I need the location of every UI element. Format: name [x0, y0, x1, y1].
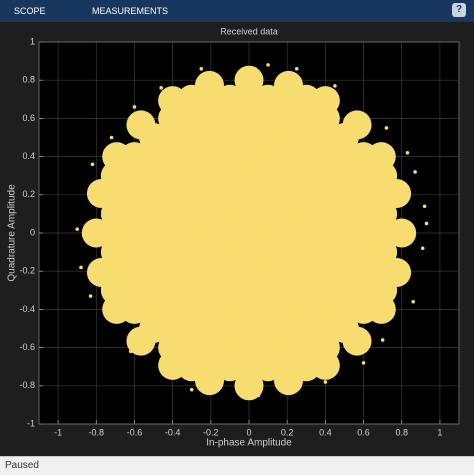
chart: Received data In-phase Amplitude Quadrat… [7, 26, 460, 449]
y-tick-label: 0 [30, 227, 35, 237]
x-tick-label: -0.6 [127, 427, 143, 437]
tab[interactable]: MEASUREMENTS [92, 6, 169, 16]
point [361, 361, 366, 365]
x-tick-label: -0.2 [203, 427, 219, 437]
x-tick-label: -0.8 [89, 427, 105, 437]
help-button[interactable]: ? [452, 3, 466, 17]
x-tick-label: 1 [437, 427, 442, 437]
point [86, 258, 116, 288]
point [126, 110, 156, 140]
point [199, 66, 204, 71]
status-bar: Paused [0, 456, 474, 475]
y-tick-label: -0.4 [19, 304, 35, 314]
y-tick-label: 0.4 [22, 151, 35, 161]
point [411, 299, 415, 304]
point [234, 371, 264, 401]
point [86, 178, 116, 208]
point [102, 294, 132, 324]
point [132, 105, 137, 109]
plot-border [38, 41, 460, 425]
x-tick-label: -1 [54, 427, 62, 437]
point [382, 178, 412, 208]
chart-title: Received data [220, 26, 278, 36]
point [194, 366, 224, 396]
point [158, 350, 188, 380]
points [75, 63, 429, 401]
y-tick-label: -1 [27, 418, 35, 428]
y-tick-label: -0.2 [19, 266, 35, 276]
point [420, 246, 425, 251]
point [194, 70, 224, 100]
point [422, 204, 427, 209]
point [75, 227, 79, 231]
point [90, 162, 95, 167]
point [109, 135, 114, 140]
point [310, 350, 340, 380]
point [387, 218, 417, 248]
point [382, 258, 412, 288]
point [405, 150, 410, 155]
y-tick-label: -0.8 [19, 380, 35, 390]
point [294, 66, 299, 71]
point [79, 265, 83, 270]
x-tick-label: -0.4 [165, 427, 181, 437]
x-axis-label: In-phase Amplitude [206, 438, 292, 449]
point [424, 221, 429, 226]
point [342, 326, 372, 356]
point [159, 86, 163, 90]
point [234, 65, 264, 95]
point [102, 142, 132, 172]
x-tick-label: 0.2 [281, 427, 294, 437]
point [189, 387, 194, 392]
point [274, 366, 304, 396]
point [310, 86, 340, 116]
y-tick-label: 0.8 [22, 75, 35, 85]
point [342, 110, 372, 140]
x-tick-label: 0.6 [357, 427, 370, 437]
point [366, 142, 396, 172]
x-tick-label: 0.4 [319, 427, 332, 437]
point [274, 70, 304, 100]
point [81, 218, 111, 248]
point [256, 393, 261, 398]
y-tick-label: 0.6 [22, 113, 35, 123]
point [366, 294, 396, 324]
point [128, 349, 133, 354]
point [333, 84, 337, 88]
y-axis-label: Quadrature Amplitude [7, 184, 18, 282]
point [126, 326, 156, 356]
y-tick-label: 0.2 [22, 189, 35, 199]
toolbar: SCOPE MEASUREMENTS ? [0, 0, 474, 22]
point [266, 63, 270, 67]
point [380, 338, 385, 342]
y-tick-label: 1 [30, 36, 35, 46]
point [158, 86, 188, 116]
y-tick-label: -0.6 [19, 342, 35, 352]
point [413, 170, 417, 174]
x-tick-label: 0.8 [395, 427, 408, 437]
point [323, 380, 328, 384]
x-tick-label: 0 [246, 427, 251, 437]
point [384, 126, 389, 130]
point [88, 294, 93, 298]
status-text: Paused [5, 460, 39, 471]
tab[interactable]: SCOPE [14, 6, 46, 16]
